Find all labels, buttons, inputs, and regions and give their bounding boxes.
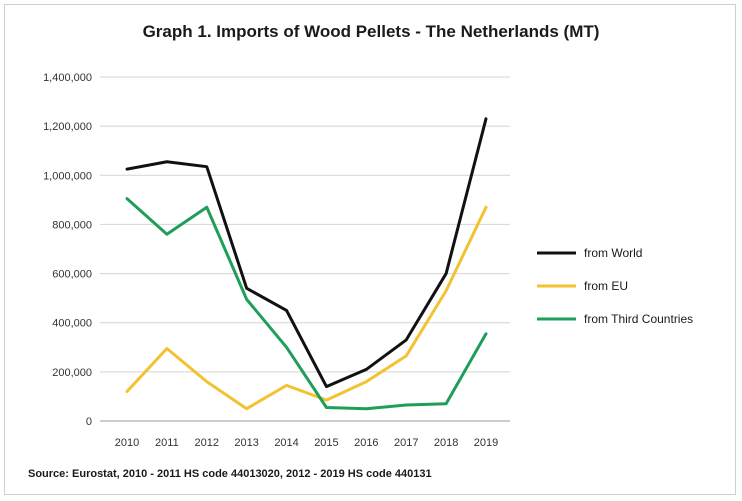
y-tick-label: 200,000 bbox=[52, 367, 92, 379]
x-axis-ticks: 2010 2011 2012 2013 2014 2015 2016 2017 2018 2019 bbox=[115, 437, 498, 449]
legend-item-from-eu: from EU bbox=[537, 279, 628, 293]
legend-label: from World bbox=[584, 246, 642, 260]
x-tick-label: 2017 bbox=[394, 437, 418, 449]
y-tick-label: 800,000 bbox=[52, 219, 92, 231]
chart-frame bbox=[4, 4, 736, 495]
y-tick-label: 400,000 bbox=[52, 318, 92, 330]
legend: from World from EU from Third Countries bbox=[537, 246, 693, 326]
series-line-from-world bbox=[125, 117, 488, 389]
series-line-from-eu bbox=[125, 205, 488, 411]
source-note: Source: Eurostat, 2010 - 2011 HS code 44… bbox=[28, 468, 432, 480]
y-tick-label: 1,400,000 bbox=[43, 72, 92, 84]
x-tick-label: 2010 bbox=[115, 437, 139, 449]
gridlines bbox=[100, 76, 510, 422]
y-axis-ticks: 0 200,000 400,000 600,000 800,000 1,000,000 1,… bbox=[43, 72, 92, 428]
x-tick-label: 2019 bbox=[474, 437, 498, 449]
x-tick-label: 2018 bbox=[434, 437, 458, 449]
x-tick-label: 2014 bbox=[274, 437, 298, 449]
x-tick-label: 2013 bbox=[234, 437, 258, 449]
legend-label: from EU bbox=[584, 279, 628, 293]
x-tick-label: 2016 bbox=[354, 437, 378, 449]
y-tick-label: 600,000 bbox=[52, 269, 92, 281]
x-tick-label: 2015 bbox=[314, 437, 338, 449]
legend-item-from-world: from World bbox=[537, 246, 642, 260]
chart-title: Graph 1. Imports of Wood Pellets - The N… bbox=[143, 22, 600, 41]
series-line-from-third-countries bbox=[125, 197, 488, 411]
y-tick-label: 1,000,000 bbox=[43, 170, 92, 182]
series-lines bbox=[125, 117, 488, 411]
y-tick-label: 0 bbox=[86, 416, 92, 428]
legend-label: from Third Countries bbox=[584, 312, 693, 326]
x-tick-label: 2011 bbox=[155, 437, 179, 449]
legend-item-from-third-countries: from Third Countries bbox=[537, 312, 693, 326]
y-tick-label: 1,200,000 bbox=[43, 121, 92, 133]
x-tick-label: 2012 bbox=[195, 437, 219, 449]
